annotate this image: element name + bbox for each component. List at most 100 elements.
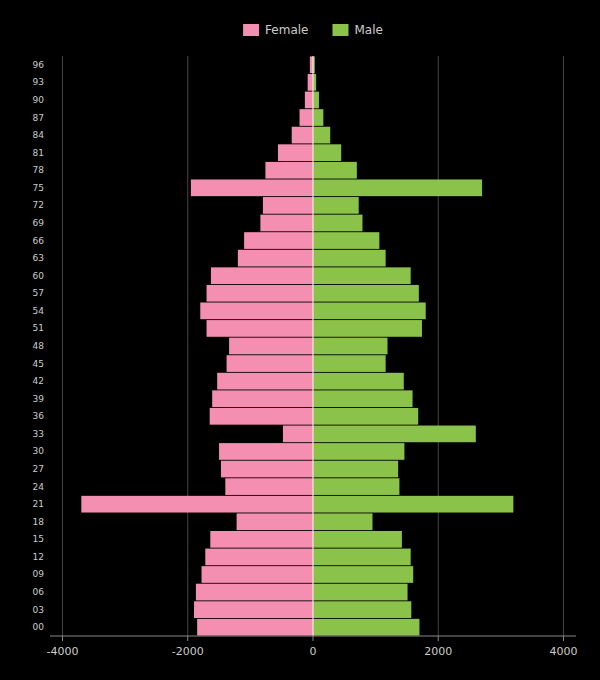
bar [313,531,402,548]
y-tick-label: 63 [33,253,44,263]
x-axis: -4000-2000020004000 [47,636,578,658]
x-tick-label: 2000 [424,645,452,658]
bar [207,285,313,302]
bar [211,267,313,284]
bar [81,496,313,513]
y-tick-label: 66 [33,236,45,246]
legend-item: Male [332,23,382,37]
y-tick-label: 09 [33,569,45,579]
bar [313,320,422,337]
bar [219,443,313,460]
y-tick-label: 84 [33,130,45,140]
bar [313,496,513,513]
bar [229,338,313,355]
grid-line [563,56,564,636]
bar [191,179,313,196]
y-tick-label: 18 [33,517,45,527]
y-tick-label: 33 [33,429,44,439]
y-tick-label: 87 [33,113,44,123]
x-tick-label: 4000 [549,645,577,658]
bar [278,144,313,161]
bar [313,338,388,355]
grid-line [62,56,63,636]
bar [260,215,313,232]
bar [238,250,313,267]
bar [200,303,313,320]
grid-line [313,56,314,636]
y-tick-label: 21 [33,499,44,509]
bar [221,461,313,478]
bar [227,355,313,372]
bar [225,478,313,495]
legend-label: Male [354,23,382,37]
bar [237,513,313,530]
chart: -4000-2000020004000000306091215182124273… [0,0,600,680]
bar [313,232,379,249]
bar [210,531,313,548]
bar [313,566,413,583]
grid [63,56,564,636]
bar [313,408,418,425]
bar [313,215,362,232]
y-tick-label: 15 [33,534,44,544]
bar [313,390,413,407]
bar [205,549,313,566]
grid-line [438,56,439,636]
bar [207,320,313,337]
bar [313,285,419,302]
legend-swatch [332,24,348,36]
y-tick-label: 06 [33,587,45,597]
x-tick [187,636,188,641]
bar [313,443,404,460]
bar [313,549,411,566]
bar [194,601,313,618]
bar [313,144,341,161]
bar [313,162,357,179]
bar [202,566,313,583]
zero-line [313,56,314,636]
y-tick-label: 57 [33,288,44,298]
bar [197,619,313,636]
bar [313,267,411,284]
bar [313,109,323,126]
y-tick-label: 90 [33,95,45,105]
x-tick [563,636,564,641]
bar [265,162,313,179]
bar [300,109,313,126]
y-tick-label: 60 [33,271,45,281]
grid-line [187,56,188,636]
x-tick-label: -2000 [172,645,204,658]
bar [313,373,404,390]
y-tick-label: 45 [33,359,44,369]
series [313,56,513,635]
bar [313,601,411,618]
legend: Female Male [243,23,383,37]
bar [313,584,408,601]
bar [283,426,313,443]
bar [313,355,386,372]
bar [313,461,398,478]
x-tick [62,636,63,641]
y-tick-label: 96 [33,60,45,70]
y-tick-label: 78 [33,165,45,175]
legend-label: Female [265,23,308,37]
bar [244,232,313,249]
bar [308,74,313,91]
y-tick-label: 30 [33,446,45,456]
bar [313,303,426,320]
y-tick-label: 54 [33,306,45,316]
bar [313,92,319,109]
bar [196,584,313,601]
y-tick-label: 81 [33,148,44,158]
y-tick-label: 72 [33,200,44,210]
legend-swatch [243,24,259,36]
bar [313,478,399,495]
y-tick-label: 12 [33,552,44,562]
x-tick [313,636,314,641]
bar [313,619,419,636]
y-axis: 0003060912151821242730333639424548515457… [33,60,45,632]
y-tick-label: 42 [33,376,44,386]
y-tick-label: 00 [33,622,45,632]
y-tick-label: 69 [33,218,45,228]
y-tick-label: 39 [33,394,45,404]
